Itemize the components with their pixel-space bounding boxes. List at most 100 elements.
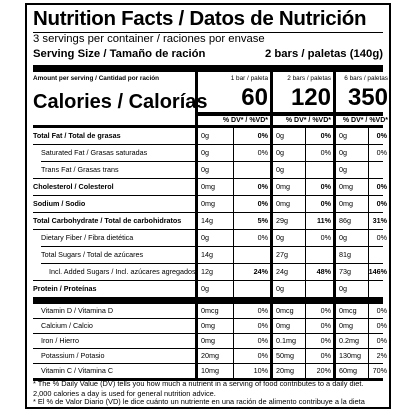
- nutrient-dv-col1-4: 0%: [257, 199, 268, 208]
- nutrient-dv-col1-5: 5%: [257, 216, 268, 225]
- col3-header: 6 bars / paletas: [344, 75, 388, 82]
- vitamin-amount-col1-1: 0mg: [201, 321, 215, 330]
- nutrient-label-0: Total Fat / Total de grasas: [33, 131, 121, 140]
- vitamin-dv-col3-1: 0%: [376, 321, 387, 330]
- vitamin-divider-4: [33, 378, 383, 381]
- nutrient-divider-8: [33, 280, 383, 281]
- nutrient-label-4: Sodium / Sodio: [33, 199, 86, 208]
- nutrient-amount-col1-1: 0g: [201, 148, 209, 157]
- vitamin-amount-col1-0: 0mcg: [201, 306, 219, 315]
- nutrient-label-9: Protein / Proteínas: [33, 284, 97, 293]
- vitamin-dv-col2-2: 0%: [320, 336, 331, 345]
- nutrient-divider-7: [41, 263, 383, 264]
- footnote-es: * El % de Valor Diario (VD) le dice cuán…: [33, 397, 365, 406]
- nutrient-amount-col1-3: 0mg: [201, 182, 215, 191]
- label-content: Nutrition Facts / Datos de Nutrición 3 s…: [33, 5, 388, 407]
- nutrient-dv-col3-0: 0%: [376, 131, 387, 140]
- nutrient-amount-col1-4: 0mg: [201, 199, 215, 208]
- dv-separator-nutrients-2: [368, 128, 369, 297]
- calories-label: Calories / Calorías: [33, 91, 208, 113]
- vitamin-dv-col3-2: 0%: [376, 336, 387, 345]
- nutrient-dv-col3-1: 0%: [376, 148, 387, 157]
- vitamin-dv-col3-0: 0%: [376, 306, 387, 315]
- vitamin-dv-col1-1: 0%: [257, 321, 268, 330]
- vitamin-amount-col2-3: 50mg: [276, 351, 294, 360]
- thick-divider-nutrients: [33, 125, 383, 128]
- nutrient-dv-col2-1: 0%: [320, 148, 331, 157]
- nutrient-amount-col3-7: 81g: [339, 250, 351, 259]
- nutrient-dv-col1-8: 24%: [253, 267, 268, 276]
- column-separator-1: [270, 72, 273, 381]
- nutrient-amount-col2-8: 24g: [276, 267, 288, 276]
- nutrient-amount-col2-3: 0mg: [276, 182, 290, 191]
- nutrient-amount-col1-9: 0g: [201, 284, 209, 293]
- label-title: Nutrition Facts / Datos de Nutrición: [33, 7, 367, 30]
- nutrient-amount-col1-2: 0g: [201, 165, 209, 174]
- nutrient-amount-col1-7: 14g: [201, 250, 213, 259]
- nutrient-label-8: Incl. Added Sugars / Incl. azúcares agre…: [49, 267, 196, 276]
- vitamin-dv-col2-1: 0%: [320, 321, 331, 330]
- vitamin-dv-col3-4: 70%: [372, 366, 387, 375]
- nutrient-dv-col1-1: 0%: [257, 148, 268, 157]
- col2-header: 2 bars / paletas: [287, 75, 331, 82]
- vitamin-label-3: Potassium / Potasio: [41, 351, 105, 360]
- column-separator-0: [195, 72, 198, 381]
- vitamin-amount-col1-4: 10mg: [201, 366, 219, 375]
- nutrient-divider-9: [33, 297, 383, 304]
- nutrient-dv-col2-3: 0%: [320, 182, 331, 191]
- nutrient-amount-col2-4: 0mg: [276, 199, 290, 208]
- nutrient-amount-col2-2: 0g: [276, 165, 284, 174]
- nutrient-amount-col3-6: 0g: [339, 233, 347, 242]
- nutrient-divider-3: [33, 195, 383, 196]
- per-serving-label: Amount per serving / Cantidad por ración: [33, 75, 160, 82]
- nutrient-divider-2: [33, 178, 383, 179]
- nutrient-dv-col1-3: 0%: [257, 182, 268, 191]
- vitamin-dv-col1-4: 10%: [253, 366, 268, 375]
- calories-col2: 120: [290, 84, 331, 111]
- nutrient-amount-col3-3: 0mg: [339, 182, 353, 191]
- nutrient-divider-0: [33, 144, 383, 145]
- vitamin-label-2: Iron / Hierro: [41, 336, 79, 345]
- nutrient-amount-col3-1: 0g: [339, 148, 347, 157]
- vitamin-amount-col3-0: 0mcg: [339, 306, 357, 315]
- nutrient-amount-col3-9: 0g: [339, 284, 347, 293]
- nutrient-dv-col3-8: 146%: [368, 267, 387, 276]
- vitamin-amount-col3-1: 0mg: [339, 321, 353, 330]
- calories-divider: [198, 112, 383, 116]
- vitamin-divider-2: [33, 348, 383, 349]
- vitamin-dv-col1-3: 0%: [257, 351, 268, 360]
- vitamin-dv-col2-3: 0%: [320, 351, 331, 360]
- vitamin-amount-col2-0: 0mcg: [276, 306, 294, 315]
- serving-size-label: Serving Size / Tamaño de ración: [33, 48, 206, 60]
- nutrient-amount-col3-4: 0mg: [339, 199, 353, 208]
- dv-separator-vitamins-0: [233, 304, 234, 378]
- vitamin-dv-col2-4: 20%: [316, 366, 331, 375]
- dv-header-col1: % DV* / %VD*: [222, 117, 268, 124]
- nutrient-amount-col1-8: 12g: [201, 267, 213, 276]
- vitamin-divider-0: [33, 318, 383, 319]
- vitamin-amount-col2-1: 0mg: [276, 321, 290, 330]
- vitamin-amount-col2-2: 0.1mg: [276, 336, 296, 345]
- nutrient-amount-col1-0: 0g: [201, 131, 209, 140]
- nutrient-amount-col2-6: 0g: [276, 233, 284, 242]
- vitamin-divider-3: [33, 363, 383, 364]
- nutrient-label-5: Total Carbohydrate / Total de carbohidra…: [33, 216, 182, 225]
- nutrient-dv-col3-4: 0%: [376, 199, 387, 208]
- vitamin-amount-col3-4: 60mg: [339, 366, 357, 375]
- nutrient-amount-col3-2: 0g: [339, 165, 347, 174]
- nutrient-dv-col1-6: 0%: [257, 233, 268, 242]
- dv-separator-nutrients-1: [305, 128, 306, 297]
- nutrient-dv-col3-6: 0%: [376, 233, 387, 242]
- nutrition-facts-label: Nutrition Facts / Datos de Nutrición 3 s…: [25, 3, 391, 409]
- calories-col1: 60: [241, 84, 268, 111]
- nutrient-dv-col2-6: 0%: [320, 233, 331, 242]
- dv-header-col2: % DV* / %VD*: [285, 117, 331, 124]
- vitamin-amount-col3-2: 0.2mg: [339, 336, 359, 345]
- nutrient-divider-1: [41, 161, 383, 162]
- nutrient-dv-col2-4: 0%: [320, 199, 331, 208]
- servings-per-container: 3 servings per container / raciones por …: [33, 33, 265, 45]
- vitamin-amount-col1-2: 0mg: [201, 336, 215, 345]
- nutrient-amount-col3-5: 86g: [339, 216, 351, 225]
- nutrient-label-3: Cholesterol / Colesterol: [33, 182, 114, 191]
- nutrient-amount-col3-8: 73g: [339, 267, 351, 276]
